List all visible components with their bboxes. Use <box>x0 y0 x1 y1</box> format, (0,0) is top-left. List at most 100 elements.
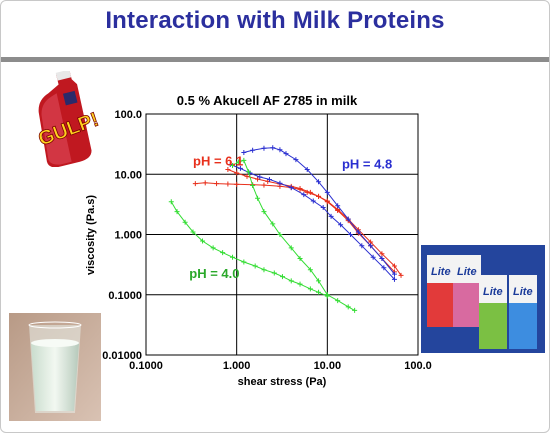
data-point <box>261 145 267 151</box>
data-point <box>237 165 243 171</box>
data-point <box>352 307 358 313</box>
data-point <box>324 292 330 298</box>
data-point <box>288 185 294 191</box>
data-point <box>230 254 236 260</box>
data-point <box>368 243 374 249</box>
data-point <box>391 271 397 277</box>
data-point <box>241 149 247 155</box>
data-point <box>338 222 344 228</box>
data-point <box>270 145 276 151</box>
data-point <box>266 176 272 182</box>
title-divider <box>1 57 549 62</box>
data-point <box>391 276 397 282</box>
data-point <box>279 274 285 280</box>
data-point <box>316 179 322 185</box>
data-point <box>301 192 307 198</box>
data-point <box>234 181 240 187</box>
series-labels: pH = 6.1 pH = 4.8 pH = 4.0 <box>189 153 392 281</box>
carton-label-1: Lite <box>431 266 451 278</box>
data-point <box>255 195 261 201</box>
data-point <box>277 232 283 237</box>
data-point <box>200 238 206 244</box>
data-point <box>328 213 334 219</box>
y-tick-label: 1.000 <box>114 230 142 242</box>
data-point <box>379 251 385 257</box>
series-line <box>170 201 328 297</box>
data-point <box>245 169 251 175</box>
y-axis-label: viscosity (Pa.s) <box>85 195 97 275</box>
x-axis-label: shear stress (Pa) <box>238 376 327 388</box>
y-tick-label: 0.01000 <box>102 350 142 362</box>
data-point <box>297 281 303 287</box>
data-point <box>261 209 267 215</box>
data-point <box>220 250 226 256</box>
series-6 <box>230 157 358 313</box>
data-point <box>381 265 387 271</box>
data-point <box>359 243 365 249</box>
data-point <box>398 272 404 278</box>
data-point <box>316 289 322 295</box>
data-point <box>227 162 233 168</box>
data-point <box>252 263 258 269</box>
series-annotation: pH = 4.0 <box>189 266 239 281</box>
data-point <box>345 216 351 222</box>
data-point <box>234 170 240 176</box>
x-tick-label: 10.00 <box>314 360 342 372</box>
data-point <box>214 181 220 187</box>
y-tick-label: 10.00 <box>114 169 142 181</box>
data-point <box>174 209 180 215</box>
data-point <box>230 162 236 168</box>
data-point <box>297 186 303 192</box>
data-point <box>335 203 341 209</box>
data-point <box>320 205 326 211</box>
axis-ticks: 0.1000 1.000 10.00 100.0 100.0 10.00 1.000 0.10… <box>102 109 432 372</box>
milk-cartons-image: Lite Lite Lite Lite <box>421 245 545 353</box>
bottle-image: GULP! <box>23 71 99 167</box>
data-point <box>307 286 313 292</box>
data-point <box>250 147 256 153</box>
carton-label-4: Lite <box>513 286 533 298</box>
data-point <box>370 254 376 260</box>
carton-label-3: Lite <box>483 286 503 298</box>
data-point <box>288 245 294 251</box>
carton-label-2: Lite <box>457 266 477 278</box>
series-line <box>243 147 395 275</box>
milk-glass-image <box>9 313 101 421</box>
data-point <box>316 278 322 284</box>
series-annotation: pH = 6.1 <box>193 153 243 168</box>
x-tick-label: 0.1000 <box>129 360 163 372</box>
data-point <box>379 255 385 261</box>
slide-title: Interaction with Milk Proteins <box>105 7 445 34</box>
data-point <box>335 208 341 214</box>
data-point <box>210 245 216 251</box>
data-point <box>192 181 198 187</box>
data-point <box>355 229 361 235</box>
data-point <box>307 189 313 195</box>
y-tick-label: 0.1000 <box>108 290 142 302</box>
y-tick-label: 100.0 <box>114 109 142 121</box>
data-point <box>347 232 353 237</box>
data-point <box>250 183 256 189</box>
series-3 <box>241 145 397 277</box>
series-annotation: pH = 4.8 <box>342 156 392 171</box>
data-point <box>168 199 174 205</box>
data-point <box>202 180 208 186</box>
data-point <box>335 298 341 304</box>
series-5 <box>168 199 330 299</box>
data-point <box>391 263 397 269</box>
data-point <box>288 278 294 284</box>
data-point <box>297 255 303 261</box>
data-point <box>270 221 276 227</box>
data-point <box>277 180 283 186</box>
x-tick-label: 100.0 <box>404 360 432 372</box>
data-point <box>225 166 231 172</box>
x-tick-label: 1.000 <box>223 360 251 372</box>
data-point <box>225 181 231 187</box>
data-point <box>316 193 322 199</box>
data-point <box>271 270 277 276</box>
data-point <box>261 182 267 188</box>
data-point <box>307 267 313 273</box>
data-point <box>293 157 299 163</box>
data-point <box>310 198 316 204</box>
